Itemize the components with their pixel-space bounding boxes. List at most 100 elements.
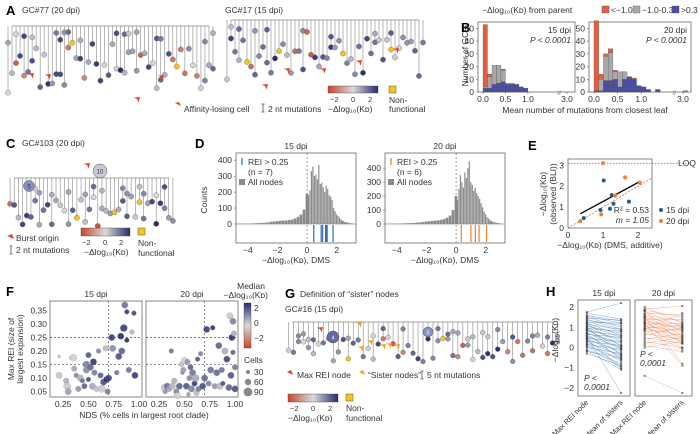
tree-node [385,334,391,340]
paired-line [586,329,622,349]
scatter-point [91,369,98,376]
tree-node [388,46,394,53]
bar-1003 [505,82,511,85]
x-tick-label: 0.25 [151,399,168,409]
bar-03 [617,86,623,93]
data-point [585,348,588,351]
plot-frame [634,299,693,397]
histogram-bar [464,172,466,224]
legend-dot [659,219,663,223]
scatter-point [221,347,229,355]
x-tick-label: 1.00 [131,399,148,409]
data-point [620,319,623,322]
tree-node [78,197,84,203]
data-point [585,335,588,338]
data-point [585,346,588,349]
scatter-point [611,201,616,206]
y-tick-label: 0 [559,223,564,233]
data-point [643,314,646,317]
tree-node [81,75,88,81]
legend-mutation-scale: 2 nt mutations [261,103,321,114]
data-point [681,316,684,319]
tree-node [65,29,72,35]
tree-node [77,55,84,62]
bar-03 [631,79,637,93]
tree-node [9,70,15,76]
histogram-bar [293,218,297,224]
tree-node [549,340,556,346]
tree-node [77,37,84,44]
scatter-point [215,342,223,349]
histogram-bar [493,222,496,224]
scatter-point [118,347,126,355]
panel-f: F 0.25 0.50 0.75 1.00 15 dpi 0.05 0.10 0.15 0.20… [6,281,268,420]
tree-node [228,24,234,30]
histogram-bar [287,220,291,224]
data-point [681,328,684,331]
data-point [643,344,646,347]
data-point [681,330,684,333]
facet-title: 20 dpi [652,288,675,298]
tree-node [344,60,350,66]
tree-node [355,337,361,343]
paired-line [644,314,683,322]
nonfunctional-swatch [137,227,146,236]
histogram-bar [338,217,341,224]
tree-node [74,214,80,221]
panel-a: A GC#77 (20 dpi) GC#17 (15 dpi) Affinity… [5,3,426,114]
paired-line [644,312,683,330]
paired-line [586,336,622,394]
legend-label: All nodes [248,177,283,187]
bar-03 [593,90,599,93]
tree-node [65,44,72,51]
data-point [643,316,646,319]
tree-node [13,31,19,37]
tree-node [132,214,139,220]
bar-10 [603,53,609,57]
tree-node [165,215,172,221]
data-point [620,324,623,327]
tree-node [161,205,168,211]
y-tick-label: 0.25 [30,333,47,343]
tree-node [284,52,290,58]
paired-line [586,333,622,360]
paired-line [586,341,622,346]
orange-arrowhead-icon [385,343,392,349]
plot-frame [235,152,357,244]
tree-node [520,352,526,358]
facet-title: 15 dpi [84,289,107,299]
histogram-bar [407,223,410,224]
y-axis-label: largest expansion) [15,314,25,384]
tree-node [510,358,516,364]
data-point [643,315,646,318]
axis-break-icon: // [673,91,677,97]
tree-node [13,60,19,66]
bar-1003 [622,71,628,80]
scatter-point [173,392,181,399]
tree-node [440,335,446,342]
r-squared-label: R² = 0.53 [614,205,649,215]
y-tick-label: 300 [218,171,232,181]
data-point [585,343,588,346]
data-point [643,346,646,349]
data-point [620,320,623,323]
histogram-bar [258,223,261,224]
data-point [585,311,588,314]
histogram-bar [474,187,476,224]
bar-1003 [496,65,502,84]
histogram-bar [458,189,460,224]
tree-node [296,48,302,54]
tree-node [370,333,376,339]
y-tick-label: 300 [367,177,381,187]
x-tick-label: −4 [392,245,402,255]
data-point [681,322,684,325]
tree-title-gc16: GC#16 (15 dpi) [285,304,343,314]
bar-03 [626,76,632,93]
scatter-point [108,334,116,341]
tree-node [345,335,351,341]
histogram-bar [467,168,469,224]
y-tick-label: 2 [559,181,564,191]
legend-affinity-losing-label: Affinity-losing cell [184,104,250,114]
bar-03 [603,80,609,93]
